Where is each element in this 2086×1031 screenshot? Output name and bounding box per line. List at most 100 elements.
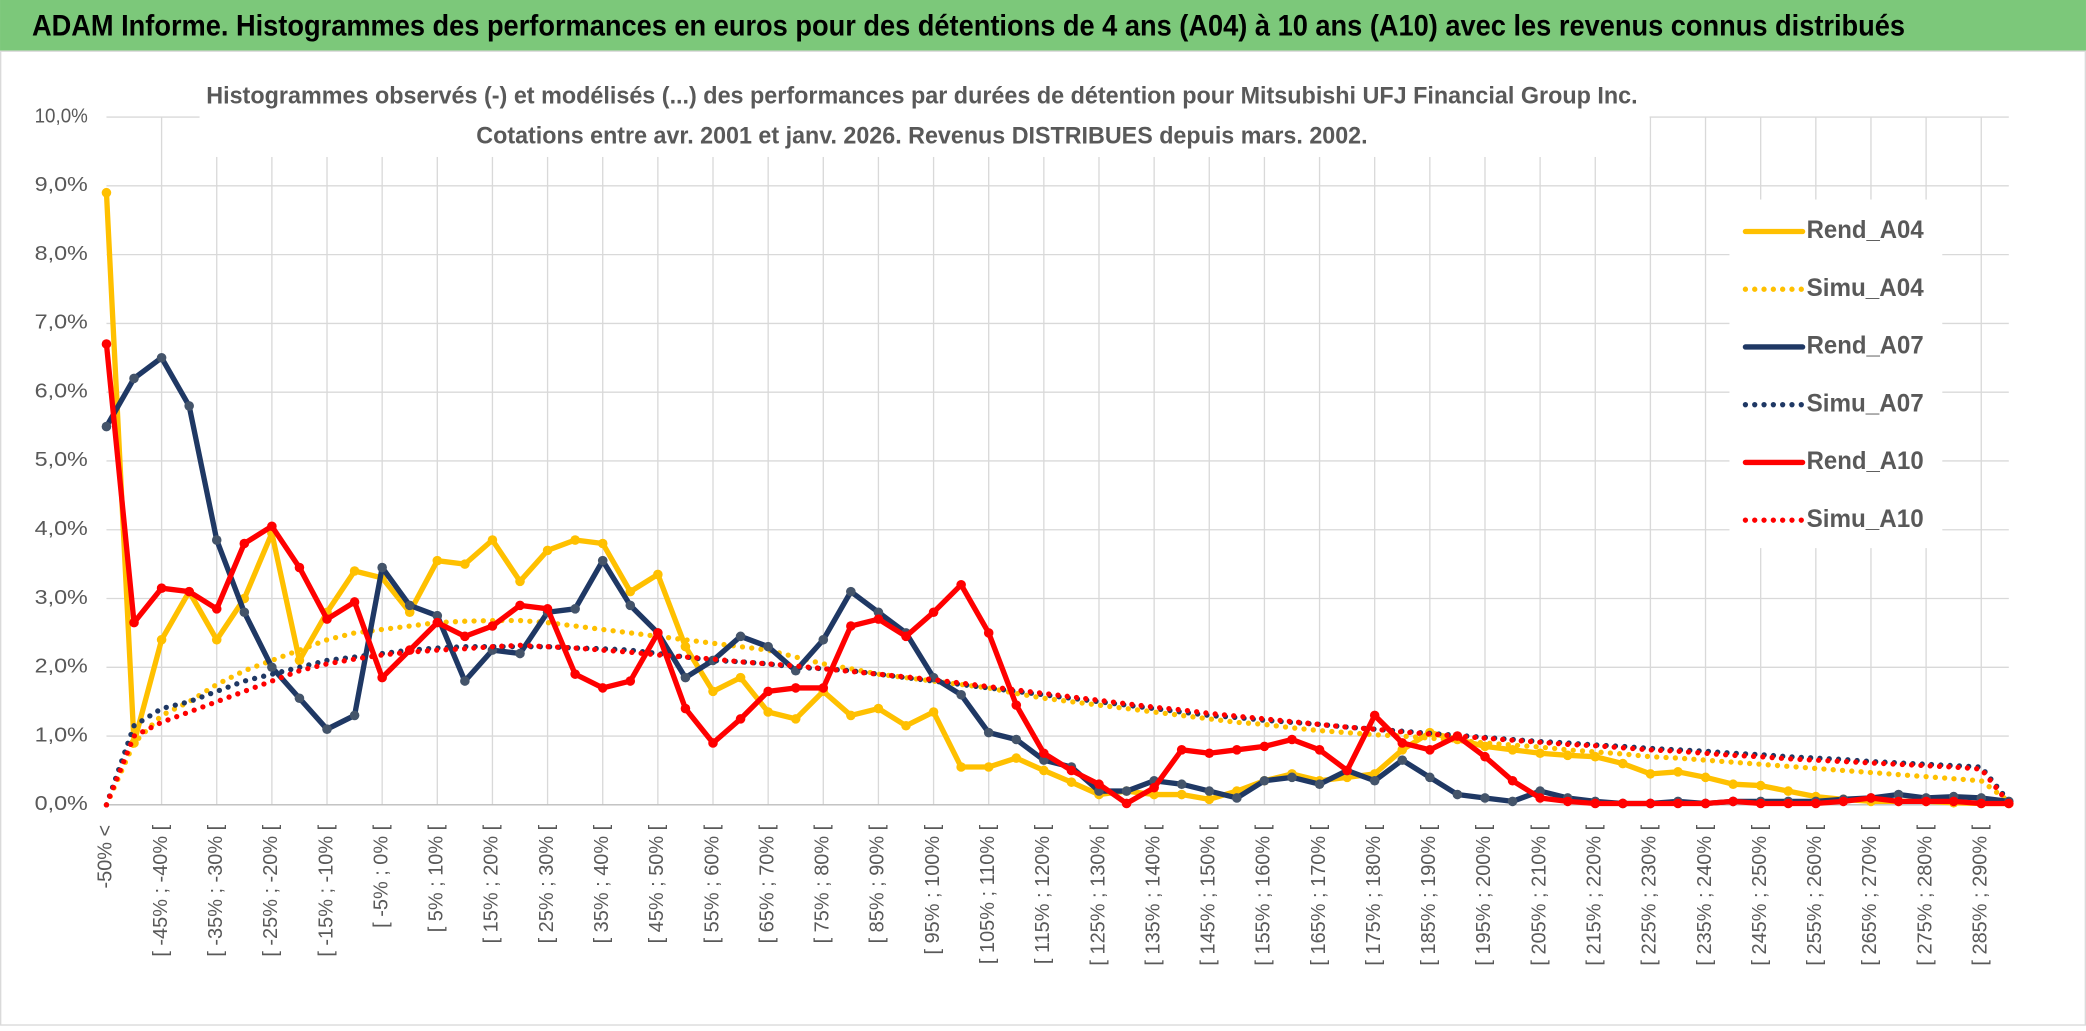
data-point xyxy=(708,686,718,697)
data-point xyxy=(1094,779,1104,790)
x-tick-label: [ 245% ; 250% [ xyxy=(1749,824,1771,965)
legend-label: Simu_A04 xyxy=(1807,274,1924,302)
data-point xyxy=(1149,789,1159,800)
y-tick-label: 0,0% xyxy=(35,793,89,815)
x-tick-label: [ -25% ; -20% [ xyxy=(260,824,282,956)
data-point xyxy=(1369,710,1380,721)
data-point xyxy=(267,662,277,673)
data-point xyxy=(597,555,608,566)
data-point xyxy=(1425,772,1435,783)
data-point xyxy=(846,586,856,597)
data-point xyxy=(1259,775,1270,786)
data-point xyxy=(790,683,801,693)
data-point xyxy=(763,686,773,697)
data-point xyxy=(515,648,525,659)
x-tick-label: [ 15% ; 20% [ xyxy=(481,824,503,943)
data-point xyxy=(542,604,553,614)
data-point xyxy=(790,714,801,724)
data-point xyxy=(1149,782,1159,793)
x-tick-label: [ 255% ; 260% [ xyxy=(1804,824,1826,965)
x-tick-label: [ 145% ; 150% [ xyxy=(1198,824,1220,965)
x-tick-label: -50% < xyxy=(95,825,117,889)
x-tick-label: [ 25% ; 30% [ xyxy=(536,824,558,943)
data-point xyxy=(625,676,636,686)
series-line xyxy=(103,617,2012,808)
data-point xyxy=(487,535,498,545)
header-title: ADAM Informe. Histogrammes des performan… xyxy=(32,11,1905,43)
data-point xyxy=(1893,789,1904,800)
chart-title: Histogrammes observés (-) et modélisés (… xyxy=(206,82,1637,109)
data-point xyxy=(1039,765,1049,776)
data-point xyxy=(680,703,691,714)
y-tick-label: 3,0% xyxy=(35,587,89,609)
data-point xyxy=(956,579,966,590)
data-point xyxy=(1121,786,1132,796)
data-point xyxy=(873,607,884,618)
data-point xyxy=(1314,745,1325,755)
data-point xyxy=(432,555,443,566)
data-point xyxy=(983,727,994,738)
data-point xyxy=(1204,786,1215,796)
data-point xyxy=(735,672,746,683)
data-point xyxy=(432,610,443,621)
data-point xyxy=(460,631,470,642)
data-point xyxy=(1066,765,1077,776)
data-point xyxy=(101,339,112,349)
data-point xyxy=(1562,750,1573,761)
x-tick-label: [ 205% ; 210% [ xyxy=(1528,824,1550,965)
data-point xyxy=(129,617,139,628)
data-point xyxy=(349,710,360,721)
data-point xyxy=(1011,734,1022,745)
data-point xyxy=(1287,772,1297,783)
x-tick-label: [ 35% ; 40% [ xyxy=(591,824,613,943)
data-point xyxy=(211,535,222,545)
legend-label: Simu_A10 xyxy=(1807,505,1924,533)
x-tick-label: [ 45% ; 50% [ xyxy=(646,824,668,943)
x-tick-label: [ 65% ; 70% [ xyxy=(756,824,778,943)
data-point xyxy=(735,714,746,724)
data-point xyxy=(460,559,470,569)
data-point xyxy=(377,562,387,573)
data-point xyxy=(1287,734,1297,745)
data-point xyxy=(570,535,580,545)
x-tick-label: [ 215% ; 220% [ xyxy=(1584,824,1606,965)
data-point xyxy=(1176,789,1187,800)
data-point xyxy=(294,562,305,573)
data-point xyxy=(460,676,470,686)
data-point xyxy=(846,621,856,631)
y-tick-label: 8,0% xyxy=(35,243,89,265)
data-point xyxy=(680,641,691,652)
data-point xyxy=(1397,745,1408,755)
data-point xyxy=(1755,780,1766,791)
data-point xyxy=(1342,765,1352,776)
data-point xyxy=(211,634,222,645)
data-point xyxy=(1673,767,1683,777)
data-point xyxy=(1066,777,1077,787)
data-point xyxy=(211,604,222,614)
data-point xyxy=(763,641,773,652)
data-point xyxy=(1755,798,1766,809)
data-point xyxy=(294,655,305,666)
data-point xyxy=(1011,700,1022,710)
x-tick-label: [ 285% ; 290% [ xyxy=(1970,824,1992,965)
data-point xyxy=(1783,786,1794,796)
data-point xyxy=(1673,798,1683,809)
data-point xyxy=(1232,745,1242,755)
y-tick-label: 9,0% xyxy=(35,174,89,196)
x-tick-label: [ 105% ; 110% [ xyxy=(977,824,999,964)
x-tick-label: [ 275% ; 280% [ xyxy=(1914,824,1936,965)
data-point xyxy=(1700,798,1711,809)
grid: 0,0% 1,0% 2,0% 3,0% 4,0% 5,0% 6,0% 7,0% 8,0% 9,0%… xyxy=(35,105,2009,966)
x-tick-label: [ 175% ; 180% [ xyxy=(1363,824,1385,965)
data-point xyxy=(542,545,553,556)
data-point xyxy=(983,628,994,638)
x-tick-label: [ -15% ; -10% [ xyxy=(315,824,337,956)
title-background xyxy=(199,77,1650,157)
data-point xyxy=(1397,755,1408,765)
x-tick-label: [ 115% ; 120% [ xyxy=(1032,824,1054,964)
data-point xyxy=(1425,745,1435,755)
data-point xyxy=(156,634,167,645)
data-point xyxy=(1590,751,1601,762)
data-point xyxy=(1232,793,1242,803)
